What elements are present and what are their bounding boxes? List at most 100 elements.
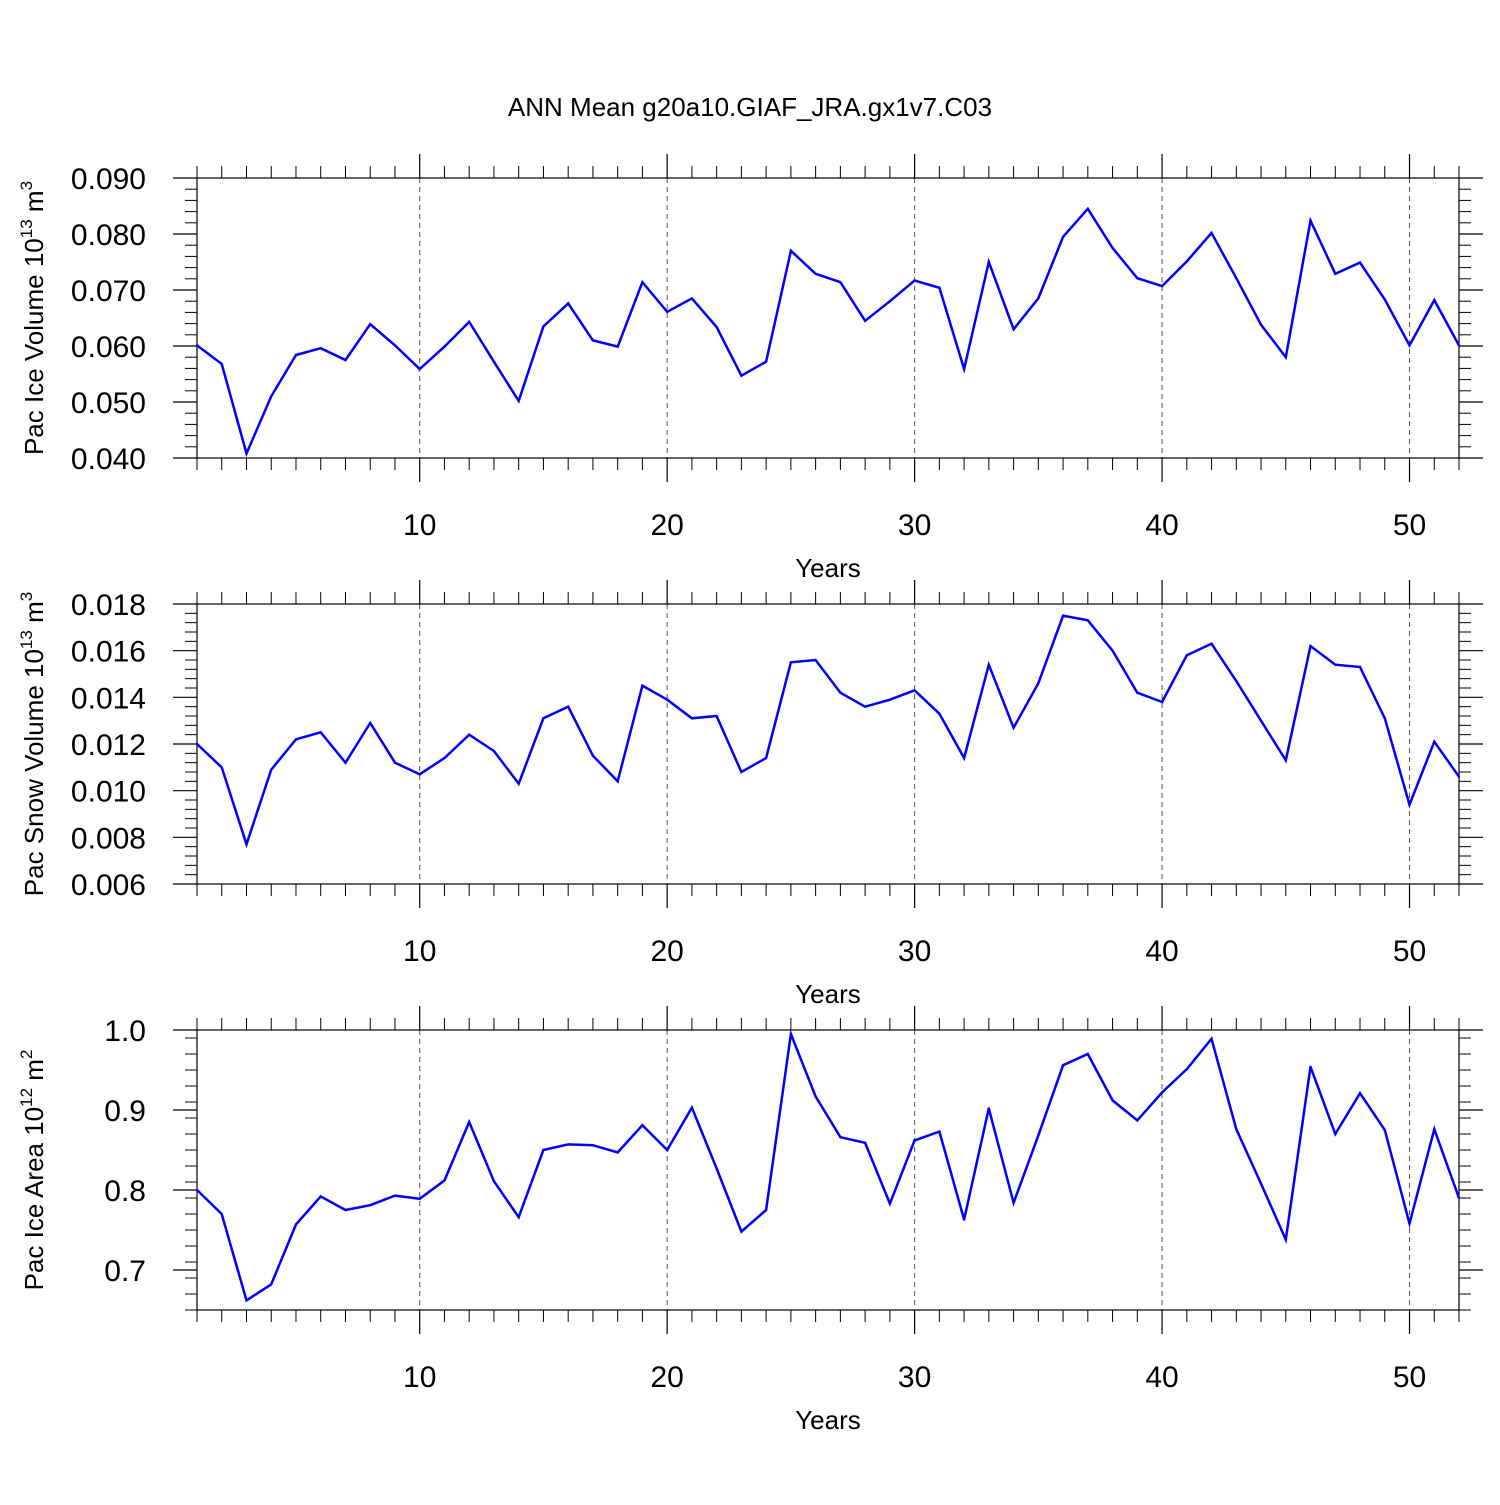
y-tick-label: 0.010 [71,776,146,809]
plot-frame [196,177,1460,459]
data-point [1309,1065,1312,1069]
series-line [196,206,1461,458]
x-axis-title: Years [795,553,861,583]
data-point [1457,1196,1461,1200]
data-point [1284,356,1288,359]
data-point [567,302,570,305]
data-point [468,733,471,736]
data-point [1358,261,1362,264]
data-point [1136,1119,1139,1122]
data-point [591,1144,595,1147]
data-point [1433,740,1436,743]
data-point [1086,207,1090,210]
data-point [1457,775,1461,778]
data-point [220,766,223,769]
data-point [740,1230,743,1233]
series-line [196,614,1461,849]
data-point [1061,235,1065,238]
data-point [1012,328,1015,331]
x-tick-label: 30 [898,935,931,968]
data-point [888,1202,892,1205]
x-tick-label: 40 [1145,935,1178,968]
data-point [1037,1134,1040,1137]
data-point [1235,679,1238,683]
data-point [443,345,446,348]
data-point [1012,726,1015,729]
data-point [888,698,892,701]
data-point [195,742,199,746]
data-point [987,1107,990,1110]
x-tick-label: 10 [403,1361,436,1394]
data-point [1284,1238,1288,1241]
data-point [1334,1132,1337,1136]
data-point [715,714,718,718]
y-tick-label: 0.8 [104,1175,146,1208]
data-point [839,691,842,694]
data-point [418,773,421,776]
data-point [641,1124,644,1127]
data-point [616,780,619,783]
data-point [517,399,520,403]
data-point [1136,277,1139,280]
series-line [196,1029,1461,1303]
data-point [616,345,619,348]
x-tick-label: 50 [1393,509,1426,542]
data-point [294,738,298,741]
y-tick-label: 0.008 [71,822,146,855]
data-point [418,367,421,371]
data-point [542,325,545,328]
chart-panel-2: 10 20 30 40 50 0.006 0.008 0.010 0.012 0.014 0.016… [17,580,1483,1009]
data-point [863,1141,867,1145]
data-point [492,749,496,753]
y-tick-label: 0.080 [71,219,146,252]
data-point [1235,1128,1238,1131]
x-tick-label: 10 [403,935,436,968]
data-point [245,1299,248,1302]
data-point [369,1204,372,1207]
data-point [591,754,595,757]
data-point [641,281,644,284]
data-point [1408,344,1411,347]
data-point [1383,717,1387,720]
data-point [987,663,990,666]
data-point [641,684,644,687]
y-tick-label: 0.060 [71,331,146,364]
data-point [1457,344,1461,347]
x-axis-title: Years [795,1405,861,1435]
data-point [1383,1128,1387,1132]
data-point [294,353,298,357]
data-point [715,325,718,329]
data-point [1037,682,1040,685]
data-point [517,1216,520,1219]
data-point [938,286,941,289]
data-point [270,395,273,398]
data-point [344,358,347,362]
data-point [492,1180,496,1183]
data-point [1012,1201,1015,1205]
data-point [1160,284,1164,288]
data-point [517,782,520,785]
data-point [567,705,570,708]
data-point [369,721,372,725]
data-point [690,1106,694,1109]
y-axis-title: Pac Ice Area 1012 m2 [17,1050,49,1291]
x-tick-label: 20 [650,1361,683,1394]
data-point [814,658,817,662]
data-point [1185,1068,1189,1071]
y-axis-title: Pac Ice Volume 1013 m3 [17,181,49,455]
data-point [1185,260,1189,263]
data-point [789,661,793,664]
data-point [344,1208,347,1212]
data-point [245,843,248,846]
data-point [814,1095,817,1098]
x-tick-label: 10 [403,509,436,542]
plot-frame [196,1029,1460,1311]
data-point [270,1283,273,1286]
data-point [1309,219,1312,222]
y-tick-label: 0.040 [71,443,146,476]
data-point [319,347,322,350]
x-axis-title: Years [795,979,861,1009]
data-point [962,367,966,371]
data-point [789,1032,793,1036]
data-point [715,1167,718,1170]
